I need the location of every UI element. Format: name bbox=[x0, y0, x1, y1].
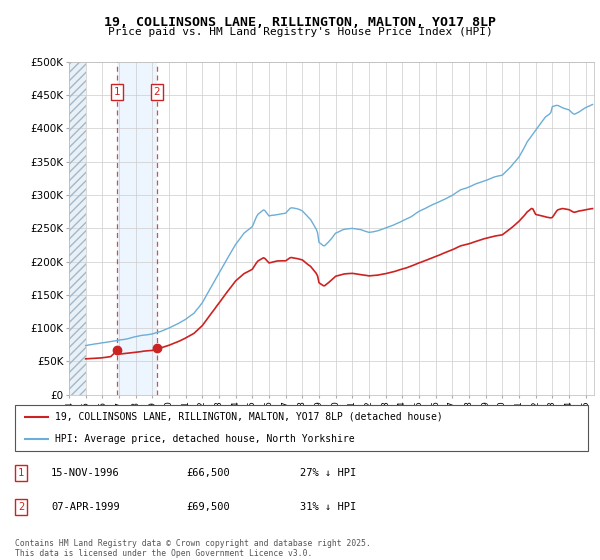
Text: £69,500: £69,500 bbox=[186, 502, 230, 512]
Text: 27% ↓ HPI: 27% ↓ HPI bbox=[300, 468, 356, 478]
Bar bbox=[69, 62, 86, 395]
Text: 2: 2 bbox=[18, 502, 24, 512]
Text: 19, COLLINSONS LANE, RILLINGTON, MALTON, YO17 8LP: 19, COLLINSONS LANE, RILLINGTON, MALTON,… bbox=[104, 16, 496, 29]
Bar bbox=[117, 62, 157, 395]
Text: 19, COLLINSONS LANE, RILLINGTON, MALTON, YO17 8LP (detached house): 19, COLLINSONS LANE, RILLINGTON, MALTON,… bbox=[55, 412, 443, 422]
Bar bbox=[69, 62, 86, 395]
Text: 2: 2 bbox=[154, 87, 160, 96]
Text: 1: 1 bbox=[113, 87, 120, 96]
Text: 15-NOV-1996: 15-NOV-1996 bbox=[51, 468, 120, 478]
Text: Price paid vs. HM Land Registry's House Price Index (HPI): Price paid vs. HM Land Registry's House … bbox=[107, 27, 493, 37]
Text: 1: 1 bbox=[18, 468, 24, 478]
Text: HPI: Average price, detached house, North Yorkshire: HPI: Average price, detached house, Nort… bbox=[55, 434, 355, 444]
FancyBboxPatch shape bbox=[15, 405, 588, 451]
Text: 07-APR-1999: 07-APR-1999 bbox=[51, 502, 120, 512]
Text: 31% ↓ HPI: 31% ↓ HPI bbox=[300, 502, 356, 512]
Text: £66,500: £66,500 bbox=[186, 468, 230, 478]
Text: Contains HM Land Registry data © Crown copyright and database right 2025.
This d: Contains HM Land Registry data © Crown c… bbox=[15, 539, 371, 558]
